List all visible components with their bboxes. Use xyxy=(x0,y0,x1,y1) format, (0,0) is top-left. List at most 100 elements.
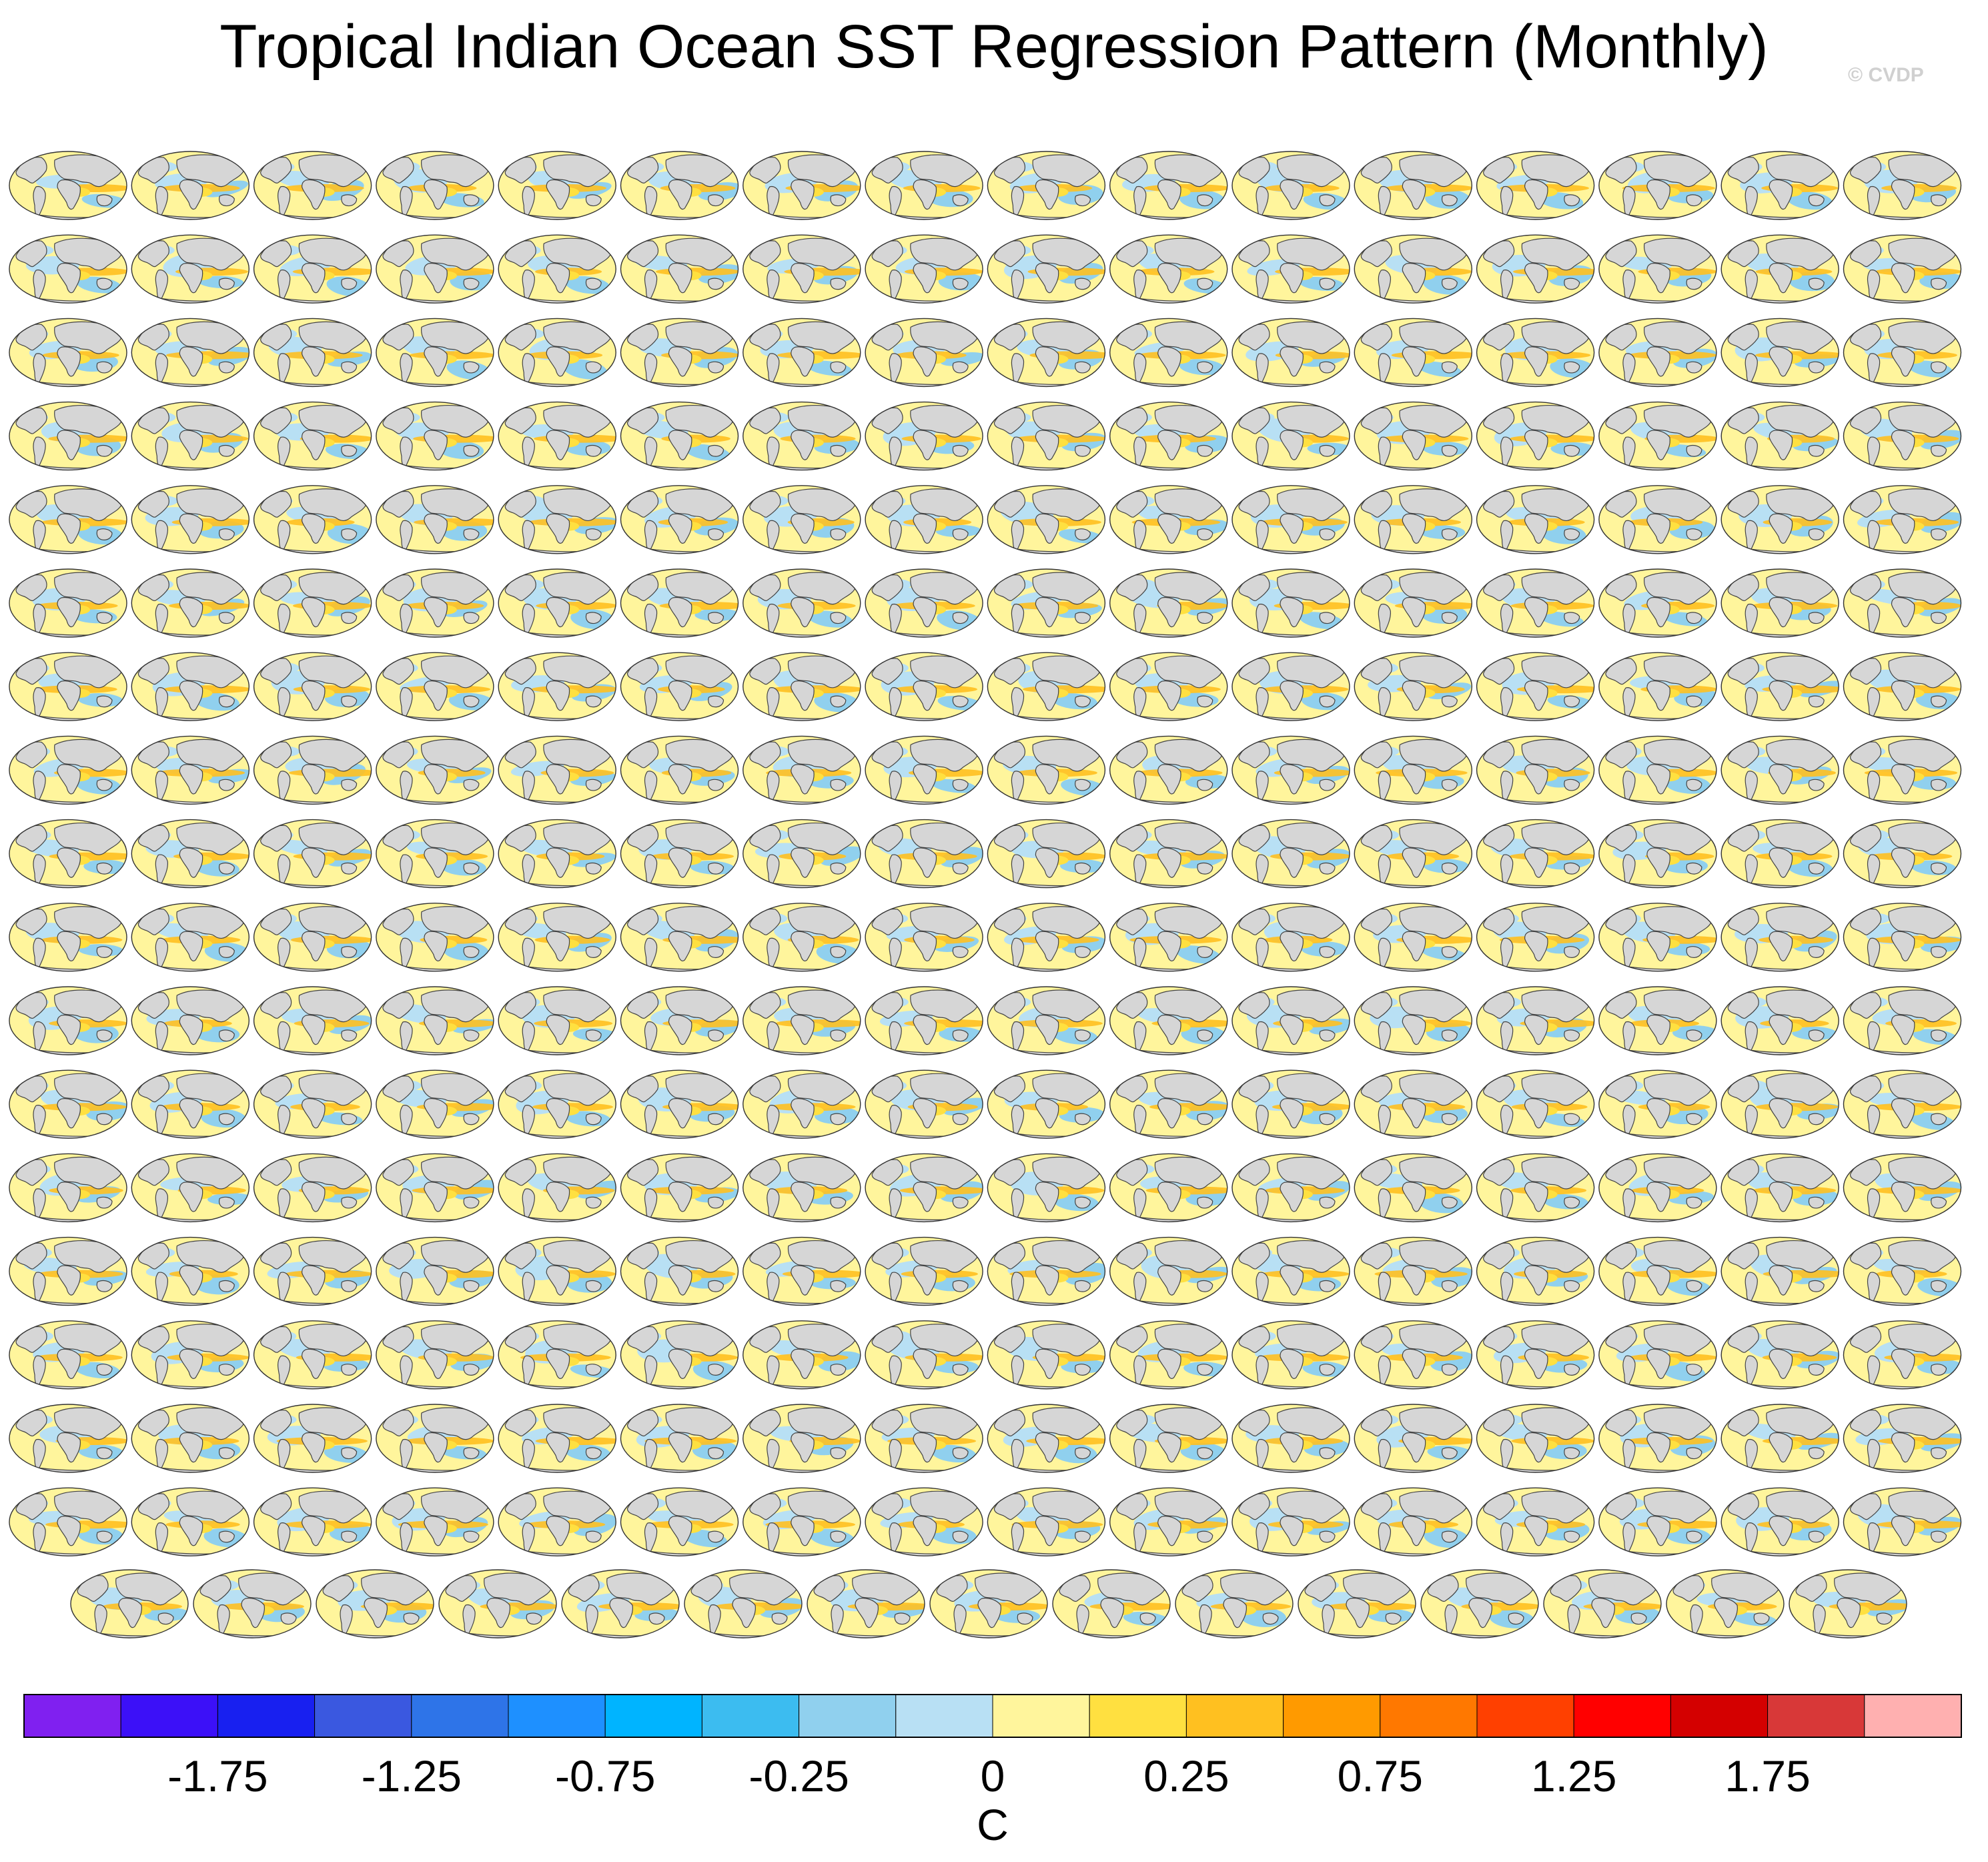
map-panel xyxy=(376,318,494,388)
map-panel xyxy=(376,1487,494,1556)
map-panel xyxy=(1109,1236,1228,1306)
colorbar-tick-label: 0 xyxy=(981,1751,1005,1801)
map-panel xyxy=(1231,819,1350,889)
map-panel xyxy=(9,735,127,805)
map-panel xyxy=(1598,1153,1717,1223)
map-panel xyxy=(1720,652,1839,721)
map-panel xyxy=(865,234,983,304)
map-panel xyxy=(742,652,861,721)
colorbar-tick-label: -1.25 xyxy=(362,1751,462,1801)
map-panel xyxy=(253,485,372,554)
map-panel xyxy=(9,1153,127,1223)
map-panel xyxy=(865,986,983,1055)
map-panel xyxy=(1543,1569,1662,1639)
map-panel xyxy=(684,1569,803,1639)
colorbar-swatch xyxy=(23,1694,121,1738)
map-panel xyxy=(1476,1153,1595,1223)
map-panel xyxy=(1843,1153,1962,1223)
map-panel xyxy=(1298,1569,1416,1639)
map-panel xyxy=(620,1404,739,1473)
map-panel xyxy=(1598,903,1717,972)
map-panel xyxy=(498,1236,616,1306)
map-panel xyxy=(1720,401,1839,471)
map-panel xyxy=(253,652,372,721)
map-panel xyxy=(498,485,616,554)
map-panel xyxy=(1843,234,1962,304)
colorbar-swatch xyxy=(1670,1694,1769,1738)
map-panel xyxy=(742,1487,861,1556)
map-panel xyxy=(1231,318,1350,388)
map-panel xyxy=(1476,903,1595,972)
map-panel xyxy=(742,1153,861,1223)
map-panel xyxy=(9,986,127,1055)
map-panel xyxy=(1231,1320,1350,1390)
map-panel xyxy=(865,819,983,889)
map-panel xyxy=(1476,1236,1595,1306)
map-panel xyxy=(742,234,861,304)
map-panel xyxy=(253,1404,372,1473)
map-panel xyxy=(865,151,983,220)
colorbar-swatch xyxy=(992,1694,1090,1738)
map-panel xyxy=(376,234,494,304)
map-panel xyxy=(620,151,739,220)
map-panel xyxy=(1720,1069,1839,1139)
map-panel xyxy=(1420,1569,1539,1639)
map-panel xyxy=(131,735,250,805)
map-panel xyxy=(1354,903,1473,972)
map-panel xyxy=(620,1069,739,1139)
map-panel xyxy=(1109,735,1228,805)
map-panel xyxy=(865,1069,983,1139)
map-panel xyxy=(1666,1569,1785,1639)
map-panel xyxy=(1231,652,1350,721)
map-panel xyxy=(253,986,372,1055)
map-panel xyxy=(620,234,739,304)
map-panel xyxy=(1720,485,1839,554)
map-panel xyxy=(1052,1569,1171,1639)
map-panel xyxy=(9,1404,127,1473)
map-panel xyxy=(1231,234,1350,304)
map-panel xyxy=(131,401,250,471)
map-panel xyxy=(1109,1404,1228,1473)
map-panel xyxy=(498,986,616,1055)
map-panel xyxy=(131,234,250,304)
map-panel xyxy=(131,986,250,1055)
map-panel xyxy=(865,1236,983,1306)
map-panel xyxy=(1843,1404,1962,1473)
map-panel xyxy=(1720,819,1839,889)
map-panel xyxy=(1720,986,1839,1055)
map-panel xyxy=(742,986,861,1055)
map-panel xyxy=(498,652,616,721)
map-panel xyxy=(1354,1236,1473,1306)
map-panel xyxy=(1354,1404,1473,1473)
map-panel xyxy=(376,735,494,805)
map-panel xyxy=(1354,1487,1473,1556)
map-panel xyxy=(1843,318,1962,388)
map-panel xyxy=(865,903,983,972)
map-panel xyxy=(1598,1069,1717,1139)
colorbar-swatch xyxy=(411,1694,509,1738)
map-panel xyxy=(742,1236,861,1306)
map-panel xyxy=(865,401,983,471)
map-panel xyxy=(9,151,127,220)
map-panel xyxy=(865,1153,983,1223)
map-panel xyxy=(1598,1404,1717,1473)
map-panel xyxy=(987,1153,1106,1223)
map-panel xyxy=(253,1320,372,1390)
map-panel xyxy=(1476,1404,1595,1473)
map-panel xyxy=(1476,819,1595,889)
map-panel xyxy=(131,568,250,638)
map-panel xyxy=(742,903,861,972)
map-panel xyxy=(1843,652,1962,721)
map-panel xyxy=(1720,234,1839,304)
colorbar-tick-label: 1.75 xyxy=(1724,1751,1810,1801)
map-panel xyxy=(1476,1069,1595,1139)
map-panel xyxy=(1109,1069,1228,1139)
map-panel xyxy=(253,1487,372,1556)
map-panel xyxy=(1789,1569,1907,1639)
map-panel xyxy=(1354,735,1473,805)
map-panel xyxy=(807,1569,925,1639)
map-panel xyxy=(131,1487,250,1556)
map-panel xyxy=(742,318,861,388)
map-panel xyxy=(620,652,739,721)
map-panel xyxy=(438,1569,557,1639)
